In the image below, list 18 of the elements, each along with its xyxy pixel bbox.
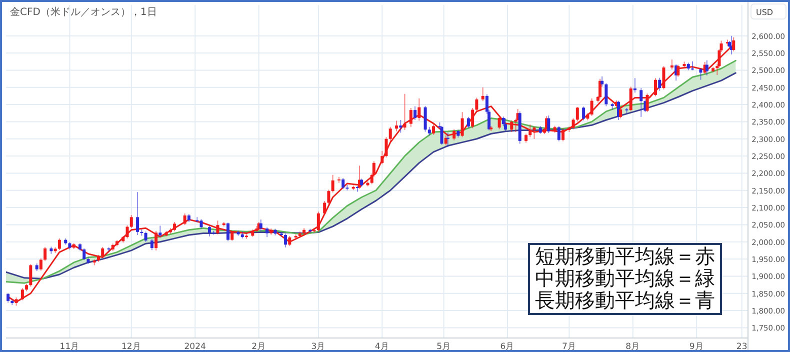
x-tick-label: 4月 <box>374 342 390 352</box>
x-tick-label: 8月 <box>626 342 640 352</box>
annotation: 中期移動平均線＝緑 <box>535 266 715 290</box>
x-tick-label: 9月 <box>689 342 704 352</box>
x-tick-label: 23 <box>736 342 748 352</box>
y-axis-title: USD <box>756 8 774 17</box>
x-tick-label: 7月 <box>562 342 576 352</box>
note: 短期移動平均線＝赤 中期移動平均線＝緑 長期移動平均線＝青 <box>528 243 722 315</box>
x-tick-label: 2024 <box>184 342 206 352</box>
x-tick-label: 3月 <box>311 342 326 352</box>
x-tick-label: 12月 <box>121 342 142 352</box>
x-tick-label: 11月 <box>60 342 80 352</box>
x-tick-label: 5月 <box>436 342 452 352</box>
chart-title: 金CFD（米ドル／オンス），1日 <box>10 6 157 18</box>
annotation: 短期移動平均線＝赤 <box>535 244 715 268</box>
x-tick-label: 2月 <box>252 342 266 352</box>
annotation: 長期移動平均線＝青 <box>535 288 715 312</box>
x-tick-label: 6月 <box>500 342 515 352</box>
